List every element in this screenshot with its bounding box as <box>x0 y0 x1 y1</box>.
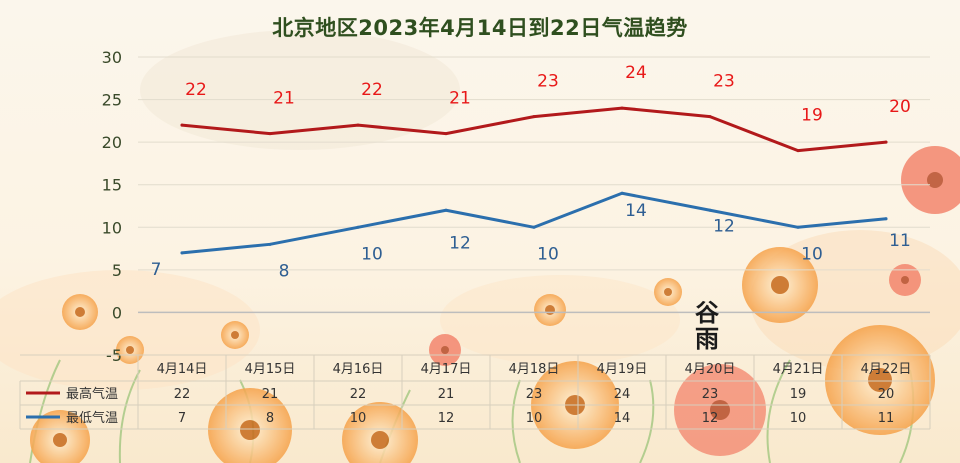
data-label: 10 <box>537 244 559 264</box>
data-point <box>884 140 888 144</box>
data-label: 10 <box>361 244 383 264</box>
y-tick-label: 10 <box>102 218 122 237</box>
data-label: 19 <box>801 106 823 126</box>
y-tick-label: 25 <box>102 91 122 110</box>
data-label: 20 <box>889 97 911 117</box>
table-cell: 23 <box>526 387 543 402</box>
data-label: 24 <box>625 63 647 83</box>
legend-label: 最高气温 <box>66 386 118 402</box>
seal-glyph: 雨 <box>695 324 719 353</box>
table-cell: 19 <box>790 387 807 402</box>
data-point <box>884 217 888 221</box>
data-point <box>708 208 712 212</box>
table-cell: 22 <box>174 387 191 402</box>
y-tick-label: 20 <box>102 133 122 152</box>
series-line <box>180 191 888 255</box>
data-point <box>796 149 800 153</box>
data-label: 12 <box>449 233 471 253</box>
data-label: 14 <box>625 201 647 221</box>
data-point <box>444 132 448 136</box>
table-cell: 8 <box>266 411 274 426</box>
table-cell: 21 <box>438 387 455 402</box>
data-point <box>532 225 536 229</box>
y-tick-label: 30 <box>102 48 122 67</box>
data-point <box>620 191 624 195</box>
table-cell: 23 <box>702 387 719 402</box>
y-tick-label: 0 <box>112 303 122 322</box>
table-cell: 14 <box>614 411 631 426</box>
x-category-label: 4月14日 <box>157 362 208 377</box>
data-point <box>444 208 448 212</box>
data-point <box>532 115 536 119</box>
table-cell: 12 <box>438 411 455 426</box>
y-tick-label: 15 <box>102 176 122 195</box>
data-label: 22 <box>185 80 207 100</box>
data-label: 22 <box>361 80 383 100</box>
table-cell: 11 <box>878 411 895 426</box>
table-cell: 24 <box>614 387 631 402</box>
data-point <box>356 123 360 127</box>
data-point <box>796 225 800 229</box>
data-label: 10 <box>801 244 823 264</box>
x-category-label: 4月15日 <box>245 362 296 377</box>
x-category-label: 4月19日 <box>597 362 648 377</box>
chart-title: 北京地区2023年4月14日到22日气温趋势 <box>272 16 688 40</box>
x-category-label: 4月20日 <box>685 362 736 377</box>
data-point <box>708 115 712 119</box>
data-label: 23 <box>537 72 559 92</box>
grain-rain-seal: 谷 雨 <box>683 300 731 360</box>
x-category-label: 4月16日 <box>333 362 384 377</box>
data-label: 21 <box>273 89 295 109</box>
data-table: 4月14日 4月15日 4月16日 4月17日 4月18日 4月19日 4月20日 4月21日… <box>19 354 931 430</box>
x-category-label: 4月17日 <box>421 362 472 377</box>
data-labels: 22 21 22 21 23 24 23 19 20 7 8 10 12 10 14 12 10 11 <box>151 63 911 281</box>
data-point <box>268 242 272 246</box>
data-point <box>620 106 624 110</box>
table-cell: 7 <box>178 411 186 426</box>
data-point <box>268 132 272 136</box>
data-point <box>356 225 360 229</box>
legend-label: 最低气温 <box>66 410 118 426</box>
series-line <box>180 106 888 153</box>
data-label: 23 <box>713 72 735 92</box>
table-cell: 12 <box>702 411 719 426</box>
seal-glyph: 谷 <box>695 298 719 327</box>
data-point <box>180 123 184 127</box>
table-cell: 20 <box>878 387 895 402</box>
x-category-label: 4月22日 <box>861 362 912 377</box>
data-label: 12 <box>713 216 735 236</box>
data-label: 21 <box>449 89 471 109</box>
data-label: 8 <box>279 261 290 281</box>
table-cell: 21 <box>262 387 279 402</box>
y-tick-label: 5 <box>112 261 122 280</box>
table-cell: 10 <box>790 411 807 426</box>
x-category-label: 4月18日 <box>509 362 560 377</box>
x-category-label: 4月21日 <box>773 362 824 377</box>
data-label: 11 <box>889 231 911 251</box>
data-label: 7 <box>151 260 162 280</box>
series-lines <box>180 106 888 255</box>
table-cell: 22 <box>350 387 367 402</box>
table-cell: 10 <box>526 411 543 426</box>
data-point <box>180 251 184 255</box>
grid-lines <box>138 56 930 356</box>
table-cell: 10 <box>350 411 367 426</box>
